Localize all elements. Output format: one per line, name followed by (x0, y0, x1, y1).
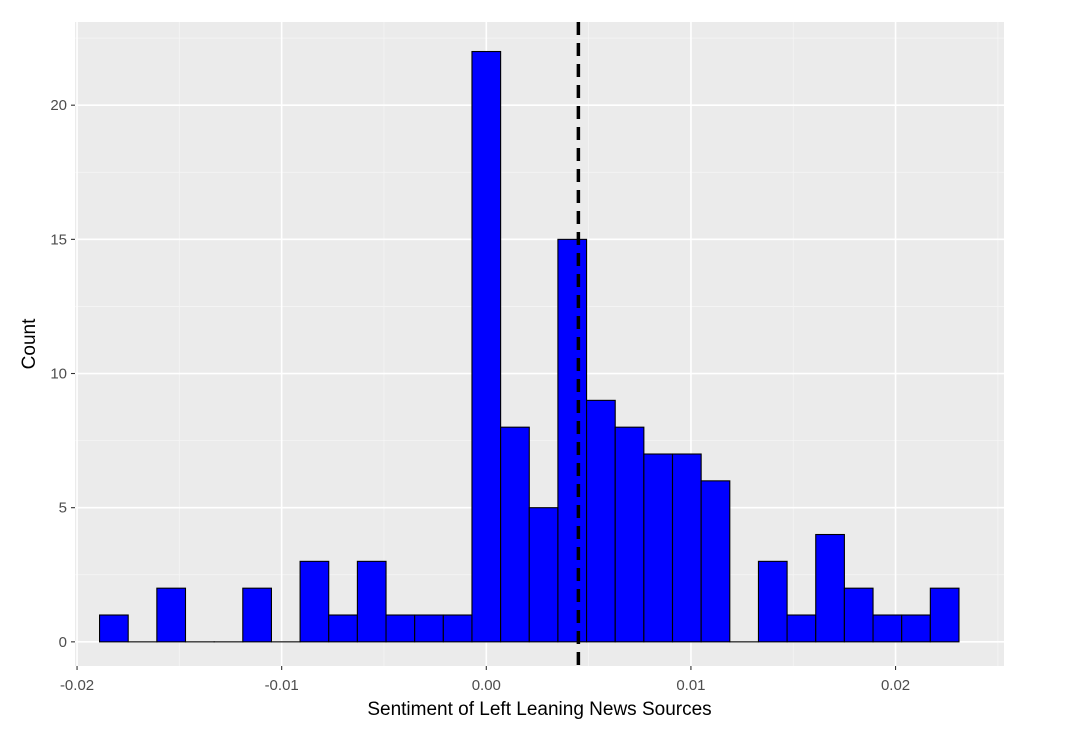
histogram-bar (242, 587, 272, 643)
histogram-bar (700, 480, 731, 643)
x-tick-label: -0.02 (60, 677, 94, 694)
histogram-bar (328, 614, 358, 643)
histogram-bar (99, 614, 129, 643)
histogram-bar (643, 453, 674, 643)
y-tick-label: 0 (59, 634, 67, 651)
y-tick-label: 5 (59, 500, 67, 517)
x-tick-label: 0.00 (472, 677, 501, 694)
x-tick-label: -0.01 (265, 677, 299, 694)
histogram-bar (442, 614, 473, 643)
y-tick-label: 10 (50, 366, 67, 383)
histogram-bar (901, 614, 931, 643)
x-axis-title: Sentiment of Left Leaning News Sources (367, 699, 711, 720)
histogram-bar (843, 587, 874, 643)
histogram-bar (872, 614, 903, 643)
y-tick-label: 20 (50, 97, 67, 114)
histogram-bar (471, 50, 502, 643)
y-tick-label: 15 (50, 231, 67, 248)
histogram-bar (299, 560, 330, 643)
x-tick-label: 0.01 (676, 677, 705, 694)
y-axis-title: Count (19, 318, 40, 369)
histogram-bars (99, 50, 960, 643)
histogram-bar (586, 399, 616, 643)
histogram-bar (929, 587, 960, 643)
histogram-bar (757, 560, 788, 643)
histogram-bar (500, 426, 530, 643)
histogram-bar (528, 507, 559, 643)
histogram-bar (356, 560, 387, 643)
histogram-bar (414, 614, 444, 643)
histogram-bar (557, 238, 588, 643)
histogram-bar (614, 426, 645, 643)
histogram-bar (156, 587, 187, 643)
histogram-bar (815, 533, 845, 643)
x-axis-ticks: -0.02 -0.01 0.00 0.01 0.02 (60, 666, 910, 694)
y-axis-ticks: 0 5 10 15 20 (50, 97, 75, 651)
histogram-bar (786, 614, 817, 643)
histogram-bar (671, 453, 702, 643)
x-tick-label: 0.02 (881, 677, 910, 694)
histogram-bar (385, 614, 416, 643)
